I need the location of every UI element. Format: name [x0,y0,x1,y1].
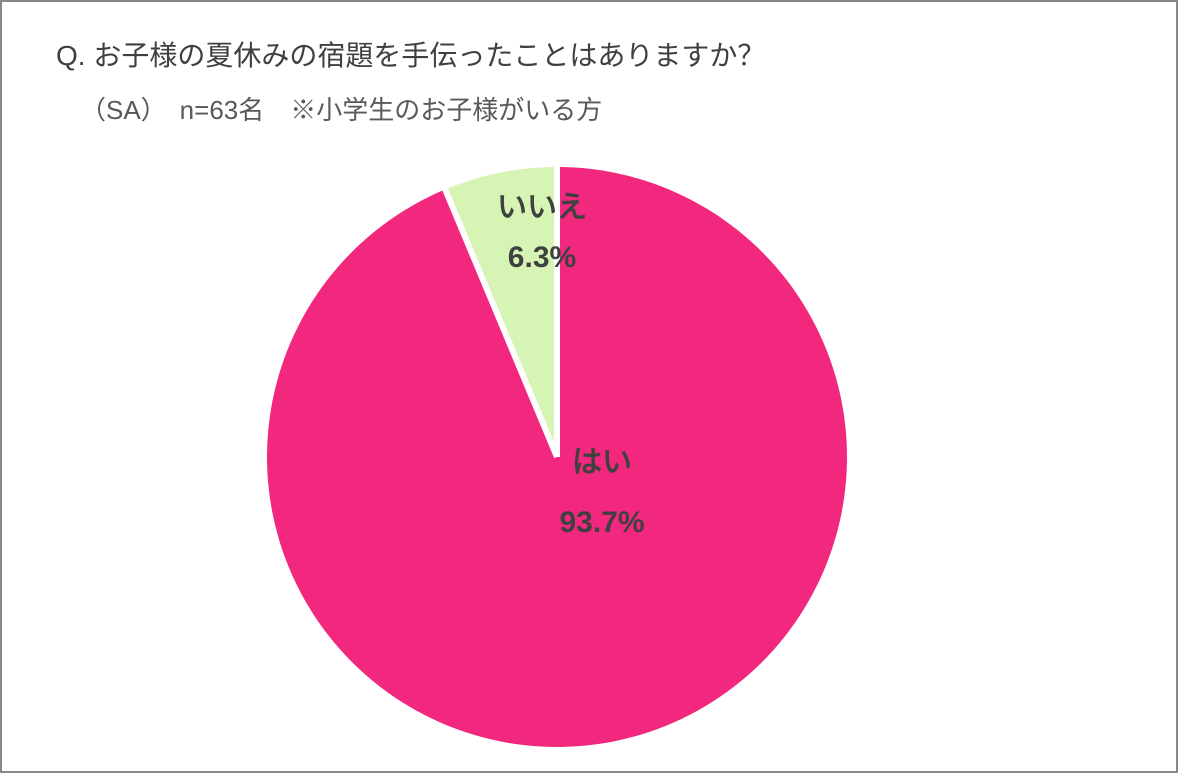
pie-label-name-0: はい [572,446,632,479]
pie-label-name-1: いいえ [497,191,587,224]
pie-label-pct-1: 6.3% [508,241,576,274]
pie-chart: はい 93.7% いいえ 6.3% [2,2,1178,773]
chart-frame: Q. お子様の夏休みの宿題を手伝ったことはありますか？ （SA） n=63名 ※… [0,0,1178,773]
pie-label-pct-0: 93.7% [559,506,644,539]
